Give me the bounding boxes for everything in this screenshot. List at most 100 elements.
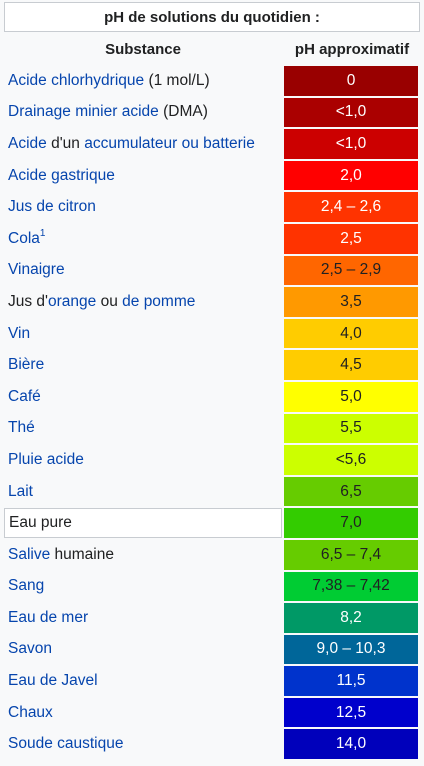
substance-cell: Soude caustique [4,729,282,759]
substance-cell: Bière [4,350,282,380]
substance-link[interactable]: Thé [8,419,35,437]
substance-cell: Eau de Javel [4,666,282,696]
ph-value-cell: 5,0 [284,381,418,412]
table-row: Vin 4,0 [4,318,420,349]
table-row: Drainage minier acide (DMA) <1,0 [4,97,420,128]
table-row: Lait 6,5 [4,476,420,507]
ph-value-cell: 4,5 [284,350,418,380]
substance-cell: Vin [4,319,282,349]
substance-link[interactable]: Cola [8,229,40,247]
substance-text: (DMA) [158,103,208,121]
ph-value-cell: 2,5 [284,223,418,254]
table-row: Thé 5,5 [4,413,420,444]
table-row: Sang 7,38 – 7,42 [4,571,420,602]
substance-link[interactable]: Acide chlorhydrique [8,71,145,89]
substance-cell: Jus d' orange ou de pomme [4,287,282,317]
substance-link[interactable]: Soude caustique [8,735,124,753]
substance-cell: Drainage minier acide (DMA) [4,98,282,128]
substance-link[interactable]: Bière [8,356,45,374]
table-row: Vinaigre 2,5 – 2,9 [4,255,420,286]
ph-value-cell: 5,5 [284,413,418,444]
table-row: Pluie acide <5,6 [4,445,420,475]
table-row: Chaux 12,5 [4,697,420,728]
table-header-row: Substance pH approximatif [4,34,420,64]
substance-link[interactable]: Savon [8,640,52,658]
substance-cell: Acide chlorhydrique (1 mol/L) [4,66,282,96]
substance-text: Jus d' [8,292,49,310]
table-row: Savon 9,0 – 10,3 [4,634,420,665]
substance-text: humaine [50,545,114,563]
ph-value-cell: 4,0 [284,318,418,349]
substance-cell: Lait [4,477,282,507]
substance-link[interactable]: orange [48,292,97,310]
ph-value-cell: 7,0 [284,508,418,538]
substance-cell: Chaux [4,698,282,728]
ph-value-cell: 9,0 – 10,3 [284,634,418,665]
ph-value-cell: 14,0 [284,729,418,760]
table-row: Eau pure 7,0 [4,508,420,538]
table-row: Café 5,0 [4,381,420,412]
substance-link[interactable]: Sang [8,577,45,595]
substance-link[interactable]: Pluie acide [8,450,84,468]
substance-link[interactable]: accumulateur ou batterie [84,134,255,152]
substance-link[interactable]: Drainage minier acide [8,103,159,121]
substance-link[interactable]: Eau de Javel [8,672,98,690]
substance-cell: Jus de citron [4,192,282,222]
ph-value-cell: 6,5 – 7,4 [284,539,418,570]
substance-link[interactable]: de pomme [122,292,196,310]
ph-value-cell: 11,5 [284,666,418,696]
substance-link[interactable]: Lait [8,482,33,500]
header-ph: pH approximatif [294,40,410,58]
ph-value-cell: 2,4 – 2,6 [284,192,418,222]
substance-cell: Vinaigre [4,256,282,286]
table-row: Eau de Javel 11,5 [4,666,420,696]
substance-cell: Cola 1 [4,224,282,254]
substance-link[interactable]: Salive [8,545,51,563]
substance-link[interactable]: Chaux [8,703,53,721]
substance-cell: Savon [4,635,282,665]
substance-text: ou [96,292,123,310]
ph-value-cell: 6,5 [284,476,418,507]
ph-value-cell: <5,6 [284,445,418,475]
table-body: Acide chlorhydrique (1 mol/L) 0 Drainage m… [4,66,420,760]
substance-cell: Café [4,382,282,412]
ph-value-cell: 3,5 [284,287,418,317]
table-row: Cola 1 2,5 [4,223,420,254]
substance-link[interactable]: Eau de mer [8,608,89,626]
table-row: Bière 4,5 [4,350,420,380]
substance-text: d'un [46,134,85,152]
ph-value-cell: 2,5 – 2,9 [284,255,418,286]
substance-link[interactable]: Jus de citron [8,198,96,216]
ph-value-cell: <1,0 [284,129,418,159]
table-row: Acide chlorhydrique (1 mol/L) 0 [4,66,420,96]
substance-cell: Sang [4,572,282,602]
ph-value-cell: 7,38 – 7,42 [284,571,418,602]
table-row: Eau de mer 8,2 [4,603,420,633]
substance-cell: Salive humaine [4,540,282,570]
table-row: Acide d'un accumulateur ou batterie <1,0 [4,129,420,159]
substance-cell: Acide gastrique [4,161,282,191]
table-row: Jus d' orange ou de pomme 3,5 [4,287,420,317]
ph-value-cell: 8,2 [284,603,418,633]
substance-cell: Pluie acide [4,445,282,475]
substance-cell: Thé [4,414,282,444]
table-row: Soude caustique 14,0 [4,729,420,760]
table-row: Acide gastrique 2,0 [4,160,420,191]
substance-text: Eau pure [9,514,72,532]
header-substance: Substance [105,40,181,58]
substance-cell: Eau de mer [4,603,282,633]
substance-link[interactable]: Acide [8,134,47,152]
substance-link[interactable]: Acide gastrique [8,166,115,184]
substance-link[interactable]: Café [8,387,41,405]
ph-value-cell: 2,0 [284,160,418,191]
ph-table: pH de solutions du quotidien : Substance… [4,2,420,761]
table-row: Jus de citron 2,4 – 2,6 [4,192,420,222]
substance-link[interactable]: Vin [8,324,31,342]
substance-cell: Eau pure [4,508,282,538]
footnote-ref[interactable]: 1 [39,228,46,240]
ph-value-cell: 12,5 [284,697,418,728]
table-caption: pH de solutions du quotidien : [4,2,420,32]
substance-link[interactable]: Vinaigre [8,261,65,279]
ph-value-cell: <1,0 [284,97,418,128]
substance-cell: Acide d'un accumulateur ou batterie [4,129,282,159]
